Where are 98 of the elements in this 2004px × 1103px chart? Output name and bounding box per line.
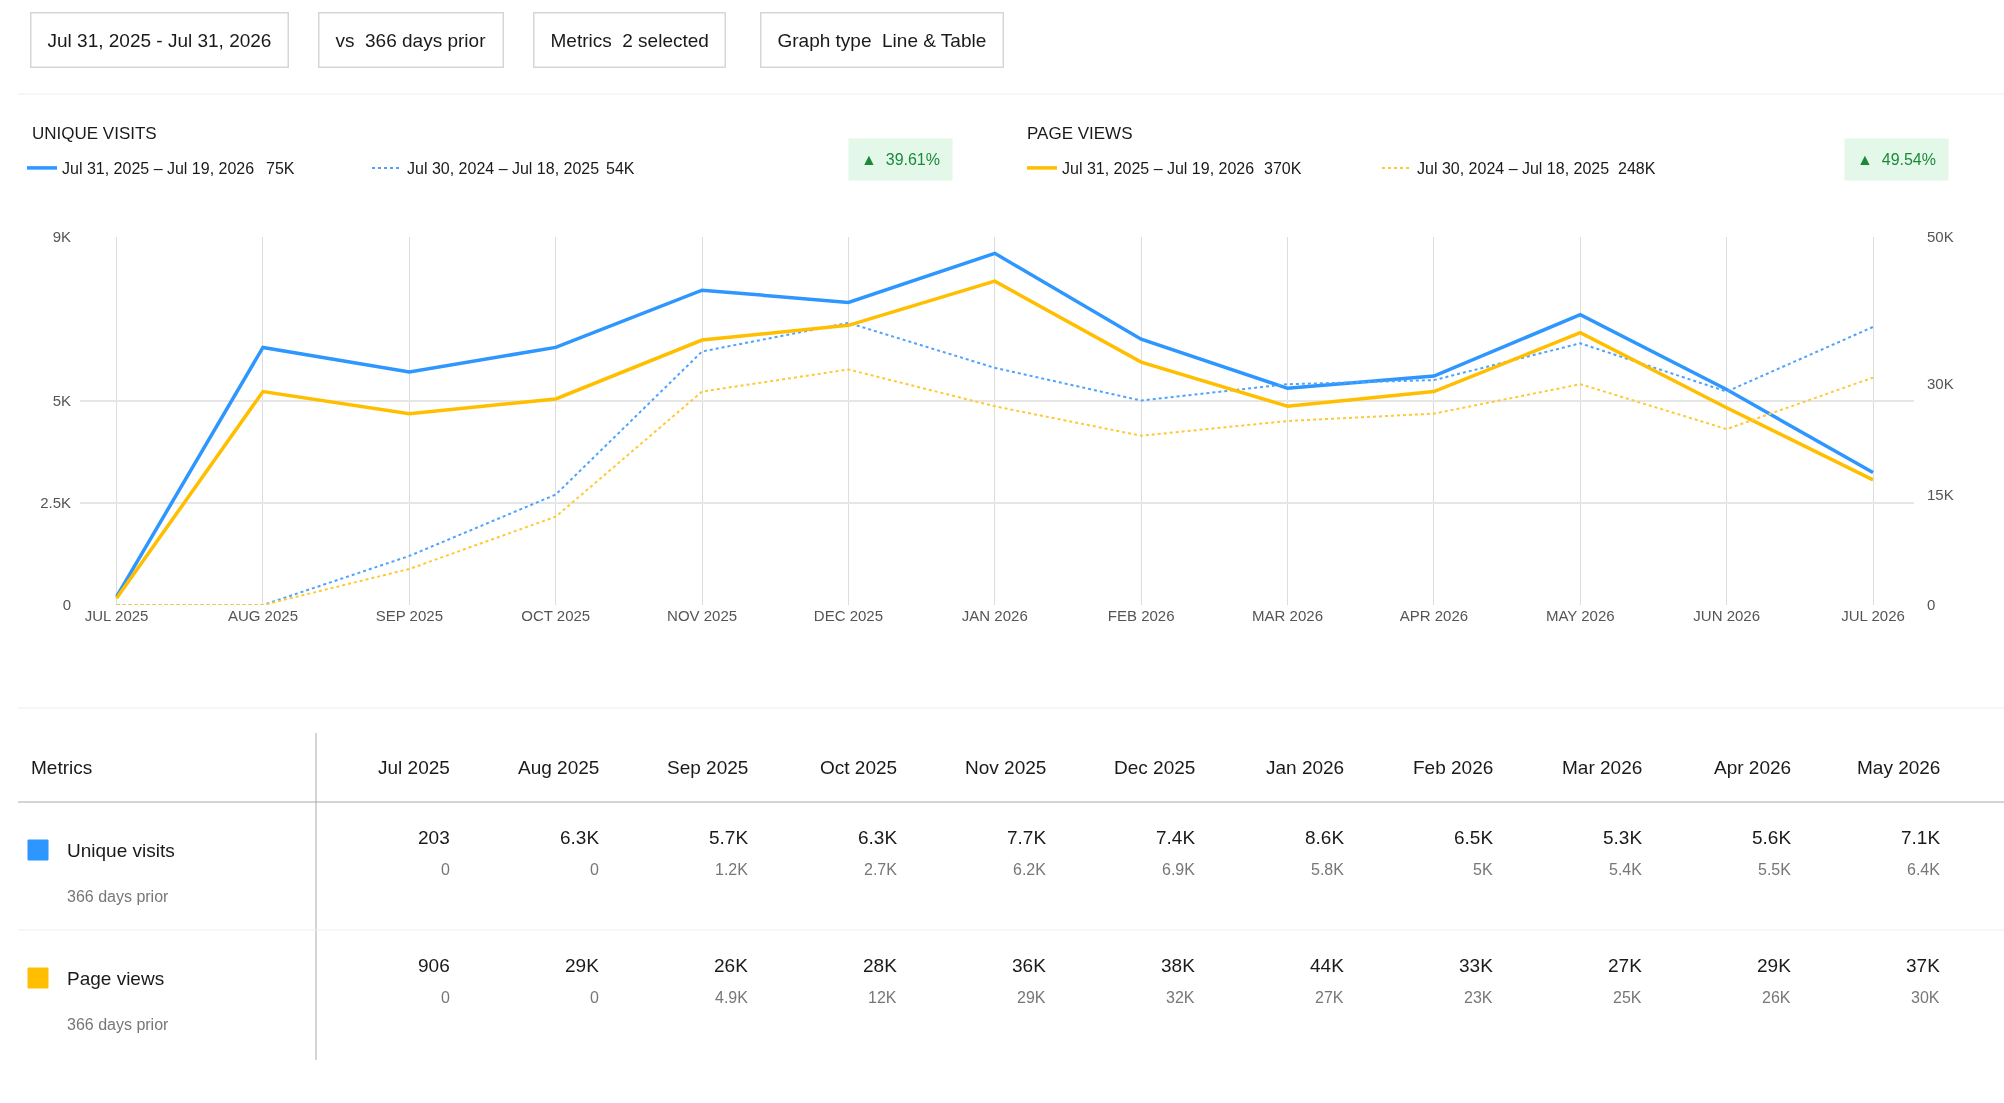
legend-label: Jul 30, 2024 – Jul 18, 2025 bbox=[407, 160, 600, 178]
y2-tick-label: 15K bbox=[1927, 485, 1954, 503]
text: 5.7K bbox=[709, 827, 749, 848]
x-tick-label: NOV 2025 bbox=[667, 607, 738, 624]
x-tick-label: FEB 2026 bbox=[1107, 607, 1175, 624]
text: 0 bbox=[441, 989, 450, 1006]
text: Jul 2025 bbox=[378, 757, 450, 778]
text: Jul 31, 2025 - Jul 31, 2026 bbox=[47, 29, 272, 51]
text: 12K bbox=[868, 989, 897, 1006]
text: Metrics bbox=[31, 757, 93, 778]
text: 0 bbox=[590, 861, 599, 878]
text: Feb 2026 bbox=[1413, 757, 1494, 778]
text: 6.5K bbox=[1454, 827, 1494, 848]
text: 203 bbox=[418, 827, 450, 848]
text: Mar 2026 bbox=[1562, 757, 1643, 778]
text: 75K bbox=[266, 160, 295, 177]
text: 33K bbox=[1459, 955, 1494, 976]
text: Page views bbox=[67, 968, 165, 989]
text: Dec 2025 bbox=[1114, 757, 1196, 778]
text: ▲ 39.61% bbox=[861, 151, 940, 168]
text: Metrics 2 selected bbox=[550, 29, 709, 51]
text: 5.4K bbox=[1609, 861, 1643, 878]
text: 6.9K bbox=[1162, 861, 1196, 878]
text: Jan 2026 bbox=[1266, 757, 1345, 778]
text: 23K bbox=[1464, 989, 1493, 1006]
text: ▲ 49.54% bbox=[1857, 151, 1936, 168]
text: 29K bbox=[1757, 955, 1792, 976]
text: 25K bbox=[1613, 989, 1642, 1006]
text: 0 bbox=[441, 861, 450, 878]
text: 1.2K bbox=[715, 861, 749, 878]
text: 5K bbox=[1473, 861, 1493, 878]
text: 37K bbox=[1906, 955, 1941, 976]
x-tick-label: JUL 2025 bbox=[84, 607, 149, 624]
text: Apr 2026 bbox=[1714, 757, 1792, 778]
legend-label: Jul 31, 2025 – Jul 19, 2026 bbox=[62, 160, 255, 178]
text: 366 days prior bbox=[67, 888, 170, 905]
text: 5.8K bbox=[1311, 861, 1345, 878]
y-tick-label: 5K bbox=[52, 391, 71, 409]
text: 0 bbox=[590, 989, 599, 1006]
text: Aug 2025 bbox=[518, 757, 600, 778]
x-tick-label: OCT 2025 bbox=[521, 607, 591, 624]
text: 44K bbox=[1310, 955, 1345, 976]
text: 7.4K bbox=[1156, 827, 1196, 848]
text: 36K bbox=[1012, 955, 1047, 976]
x-tick-label: JAN 2026 bbox=[961, 607, 1028, 624]
text: Sep 2025 bbox=[667, 757, 749, 778]
text: vs 366 days prior bbox=[335, 29, 487, 51]
text: 27K bbox=[1315, 989, 1344, 1006]
text: 27K bbox=[1608, 955, 1643, 976]
text: UNIQUE VISITS bbox=[32, 124, 157, 143]
text: 5.3K bbox=[1603, 827, 1643, 848]
x-tick-label: JUL 2026 bbox=[1841, 607, 1905, 624]
x-tick-label: AUG 2025 bbox=[227, 607, 298, 624]
text: May 2026 bbox=[1857, 757, 1941, 778]
text: 5.6K bbox=[1752, 827, 1792, 848]
legend-label: Jul 30, 2024 – Jul 18, 2025 bbox=[1417, 160, 1610, 178]
text: 26K bbox=[1762, 989, 1791, 1006]
x-tick-label: MAR 2026 bbox=[1252, 607, 1323, 624]
text: 7.1K bbox=[1901, 827, 1941, 848]
text: 26K bbox=[714, 955, 749, 976]
y-tick-label: 2.5K bbox=[40, 494, 71, 512]
text: 2.7K bbox=[864, 861, 898, 878]
text: 54K bbox=[606, 160, 635, 177]
y-tick-label: 0 bbox=[62, 596, 71, 614]
text: 906 bbox=[418, 955, 450, 976]
text: 6.2K bbox=[1013, 861, 1047, 878]
text: 248K bbox=[1618, 160, 1656, 177]
y2-tick-label: 50K bbox=[1927, 228, 1954, 246]
x-tick-label: MAY 2026 bbox=[1545, 607, 1615, 624]
text: 29K bbox=[565, 955, 600, 976]
text: Nov 2025 bbox=[965, 757, 1047, 778]
text: Graph type Line & Table bbox=[777, 29, 987, 51]
text: 30K bbox=[1911, 989, 1940, 1006]
text: 4.9K bbox=[715, 989, 749, 1006]
line-series bbox=[115, 368, 1875, 605]
text: 29K bbox=[1017, 989, 1046, 1006]
y2-tick-label: 0 bbox=[1927, 596, 1936, 614]
text: 370K bbox=[1264, 160, 1302, 177]
text: 28K bbox=[863, 955, 898, 976]
y2-tick-label: 30K bbox=[1927, 375, 1954, 393]
x-tick-label: APR 2026 bbox=[1399, 607, 1469, 624]
text: 38K bbox=[1161, 955, 1196, 976]
text: 8.6K bbox=[1305, 827, 1345, 848]
x-tick-label: DEC 2025 bbox=[813, 607, 884, 624]
text: Unique visits bbox=[67, 840, 175, 861]
x-tick-label: SEP 2025 bbox=[375, 607, 443, 624]
text: 32K bbox=[1166, 989, 1195, 1006]
text: PAGE VIEWS bbox=[1027, 124, 1133, 143]
text: 7.7K bbox=[1007, 827, 1047, 848]
text: 6.4K bbox=[1907, 861, 1941, 878]
text: 6.3K bbox=[858, 827, 898, 848]
text: Oct 2025 bbox=[820, 757, 898, 778]
legend-label: Jul 31, 2025 – Jul 19, 2026 bbox=[1062, 160, 1255, 178]
text: 366 days prior bbox=[67, 1016, 170, 1033]
x-tick-label: JUN 2026 bbox=[1693, 607, 1760, 624]
y-tick-label: 9K bbox=[52, 228, 71, 246]
text: 5.5K bbox=[1758, 861, 1792, 878]
text: 6.3K bbox=[560, 827, 600, 848]
